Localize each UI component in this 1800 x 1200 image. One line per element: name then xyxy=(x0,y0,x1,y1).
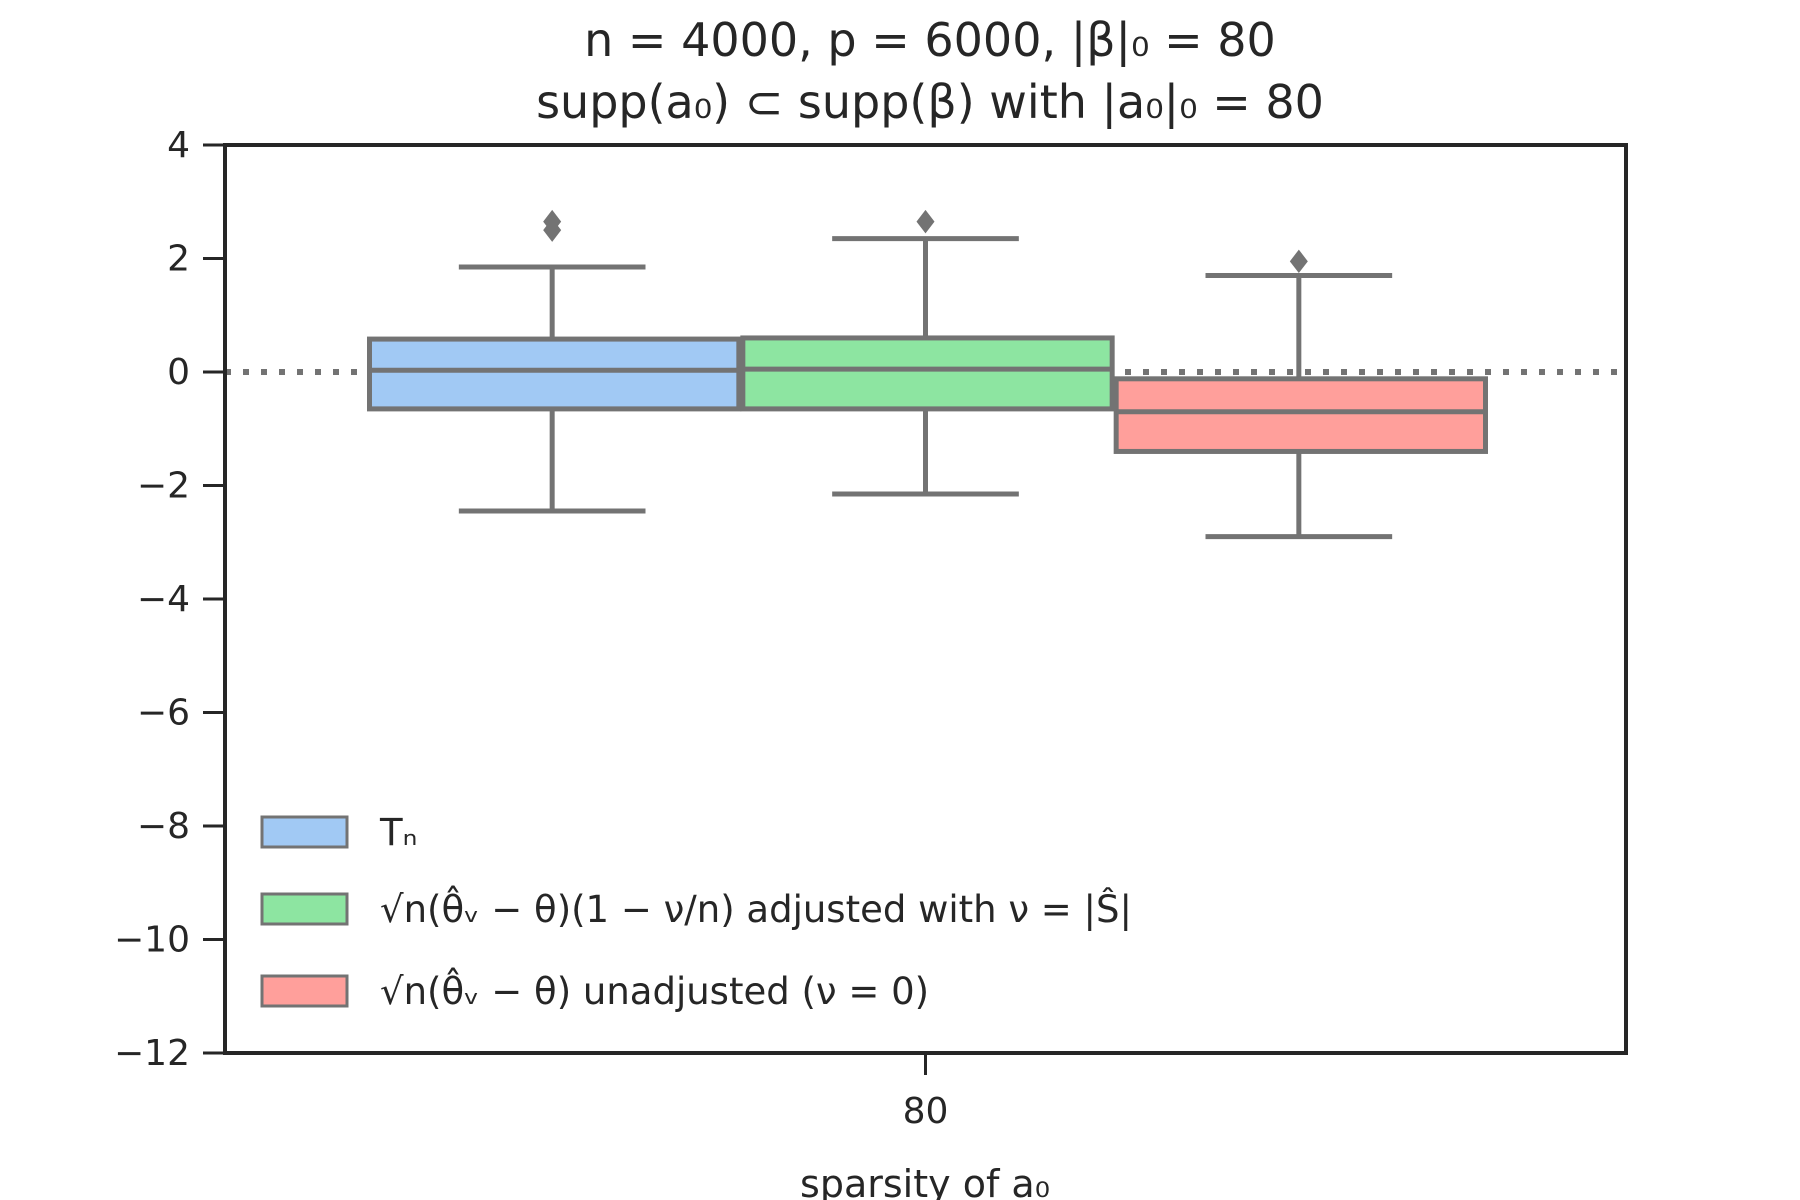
box-group xyxy=(225,209,1626,540)
box-iqr-2 xyxy=(1113,376,1488,454)
y-tick-label-6: −8 xyxy=(137,806,190,847)
legend-swatch-2 xyxy=(260,974,349,1008)
x-axis-label: sparsity of a₀ xyxy=(800,1162,1050,1200)
y-tick-label-1: 2 xyxy=(167,239,190,280)
chart-title-line2: supp(a₀) ⊂ supp(β) with |a₀|₀ = 80 xyxy=(536,75,1324,130)
y-tick-label-2: 0 xyxy=(167,352,190,393)
legend-label-2: √n(θ̂ᵥ − θ) unadjusted (ν = 0) xyxy=(380,967,929,1013)
outlier-0-1 xyxy=(543,209,562,234)
y-tick-label-0: 4 xyxy=(167,125,190,166)
y-tick-label-3: −2 xyxy=(137,466,190,507)
y-axis: 4 2 0 −2 −4 −6 −8 −10 −12 xyxy=(114,125,225,1074)
legend-swatch-0 xyxy=(260,815,349,849)
outlier-1-0 xyxy=(916,209,935,234)
y-tick-label-8: −12 xyxy=(114,1033,190,1074)
y-tick-label-7: −10 xyxy=(114,920,190,961)
y-tick-label-4: −4 xyxy=(137,579,190,620)
legend: Tₙ √n(θ̂ᵥ − θ)(1 − ν/n) adjusted with ν … xyxy=(260,811,1132,1013)
box-series-1 xyxy=(740,209,1115,497)
outlier-2-0 xyxy=(1289,249,1308,274)
x-axis: 80 xyxy=(903,1053,949,1132)
legend-label-0: Tₙ xyxy=(379,811,417,854)
x-tick-label-0: 80 xyxy=(903,1091,949,1132)
box-iqr-1 xyxy=(740,335,1115,412)
box-series-2 xyxy=(1113,249,1488,540)
legend-label-1: √n(θ̂ᵥ − θ)(1 − ν/n) adjusted with ν = |… xyxy=(380,885,1132,931)
chart-title-line1: n = 4000, p = 6000, |β|₀ = 80 xyxy=(584,13,1276,68)
legend-swatch-1 xyxy=(260,892,349,926)
box-iqr-0 xyxy=(367,336,742,412)
box-series-0 xyxy=(367,209,742,514)
y-tick-label-5: −6 xyxy=(137,693,190,734)
